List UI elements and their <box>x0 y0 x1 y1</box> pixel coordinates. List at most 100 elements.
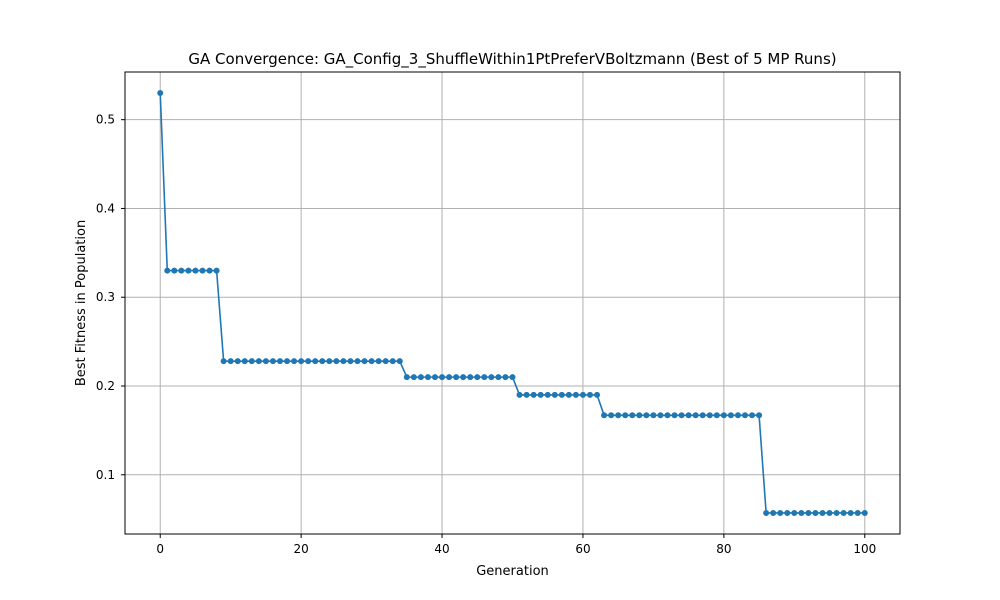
data-point <box>819 509 826 516</box>
data-point <box>396 358 403 365</box>
data-point <box>439 374 446 381</box>
data-point <box>530 391 537 398</box>
y-tick-label: 0.1 <box>96 468 115 482</box>
data-point <box>255 358 262 365</box>
data-point <box>312 358 319 365</box>
data-point <box>523 391 530 398</box>
data-point <box>516 391 523 398</box>
x-tick-label: 80 <box>716 542 731 556</box>
data-point <box>453 374 460 381</box>
data-point <box>227 358 234 365</box>
data-point <box>354 358 361 365</box>
data-point <box>199 267 206 274</box>
data-point <box>692 412 699 419</box>
data-point <box>417 374 424 381</box>
data-point <box>185 267 192 274</box>
data-point <box>298 358 305 365</box>
data-point <box>664 412 671 419</box>
plot-frame <box>124 71 901 535</box>
data-point <box>798 509 805 516</box>
data-point <box>727 412 734 419</box>
data-point <box>629 412 636 419</box>
data-point <box>854 509 861 516</box>
data-point <box>178 267 185 274</box>
data-point <box>847 509 854 516</box>
data-point <box>770 509 777 516</box>
data-point <box>840 509 847 516</box>
data-point <box>537 391 544 398</box>
data-point <box>509 374 516 381</box>
data-point <box>333 358 340 365</box>
data-point <box>601 412 608 419</box>
data-point <box>446 374 453 381</box>
data-point <box>622 412 629 419</box>
data-point <box>220 358 227 365</box>
data-point <box>608 412 615 419</box>
data-point <box>706 412 713 419</box>
data-point <box>678 412 685 419</box>
data-point <box>643 412 650 419</box>
data-point <box>424 374 431 381</box>
data-point <box>410 374 417 381</box>
data-point <box>460 374 467 381</box>
axis-ticks: 0 20 40 60 80 100 0.1 0.2 0.3 0.4 0.5 <box>96 113 876 556</box>
data-point <box>650 412 657 419</box>
data-point <box>544 391 551 398</box>
data-point <box>474 374 481 381</box>
data-point <box>551 391 558 398</box>
y-tick-label: 0.4 <box>96 201 115 215</box>
data-point <box>749 412 756 419</box>
data-point <box>615 412 622 419</box>
data-point <box>262 358 269 365</box>
x-tick-label: 40 <box>434 542 449 556</box>
data-point <box>326 358 333 365</box>
data-point <box>565 391 572 398</box>
x-tick-label: 100 <box>853 542 876 556</box>
data-point <box>234 358 241 365</box>
data-point <box>368 358 375 365</box>
data-point <box>403 374 410 381</box>
data-point <box>685 412 692 419</box>
x-tick-label: 60 <box>575 542 590 556</box>
data-point <box>305 358 312 365</box>
x-axis-label: Generation <box>476 564 549 579</box>
data-point <box>375 358 382 365</box>
data-point <box>382 358 389 365</box>
data-point <box>277 358 283 365</box>
y-tick-label: 0.3 <box>96 290 115 304</box>
data-point <box>742 412 748 419</box>
data-point <box>389 358 396 365</box>
data-point <box>164 267 171 274</box>
data-point <box>833 509 840 516</box>
chart-title: GA Convergence: GA_Config_3_ShuffleWithi… <box>188 50 836 69</box>
data-point <box>713 412 720 419</box>
y-axis-label: Best Fitness in Population <box>74 220 89 386</box>
data-point <box>495 374 502 381</box>
x-tick-label: 0 <box>156 542 164 556</box>
y-tick-label: 0.5 <box>96 113 115 127</box>
series-polyline <box>159 93 865 514</box>
data-point <box>587 391 593 398</box>
data-point <box>699 412 706 419</box>
data-point <box>756 412 763 419</box>
data-point <box>861 509 868 516</box>
x-tick-label: 20 <box>293 542 308 556</box>
data-point <box>791 509 798 516</box>
data-point <box>671 412 678 419</box>
data-point <box>432 374 438 381</box>
data-point <box>157 90 164 97</box>
data-point <box>734 412 741 419</box>
data-point <box>826 509 833 516</box>
series-line <box>157 90 868 516</box>
data-point <box>636 412 643 419</box>
data-point <box>192 267 199 274</box>
y-tick-label: 0.2 <box>96 379 115 393</box>
data-point <box>488 374 495 381</box>
data-point <box>213 267 220 274</box>
data-point <box>248 358 255 365</box>
data-point <box>558 391 565 398</box>
data-point <box>481 374 488 381</box>
data-point <box>340 358 347 365</box>
data-point <box>594 391 601 398</box>
